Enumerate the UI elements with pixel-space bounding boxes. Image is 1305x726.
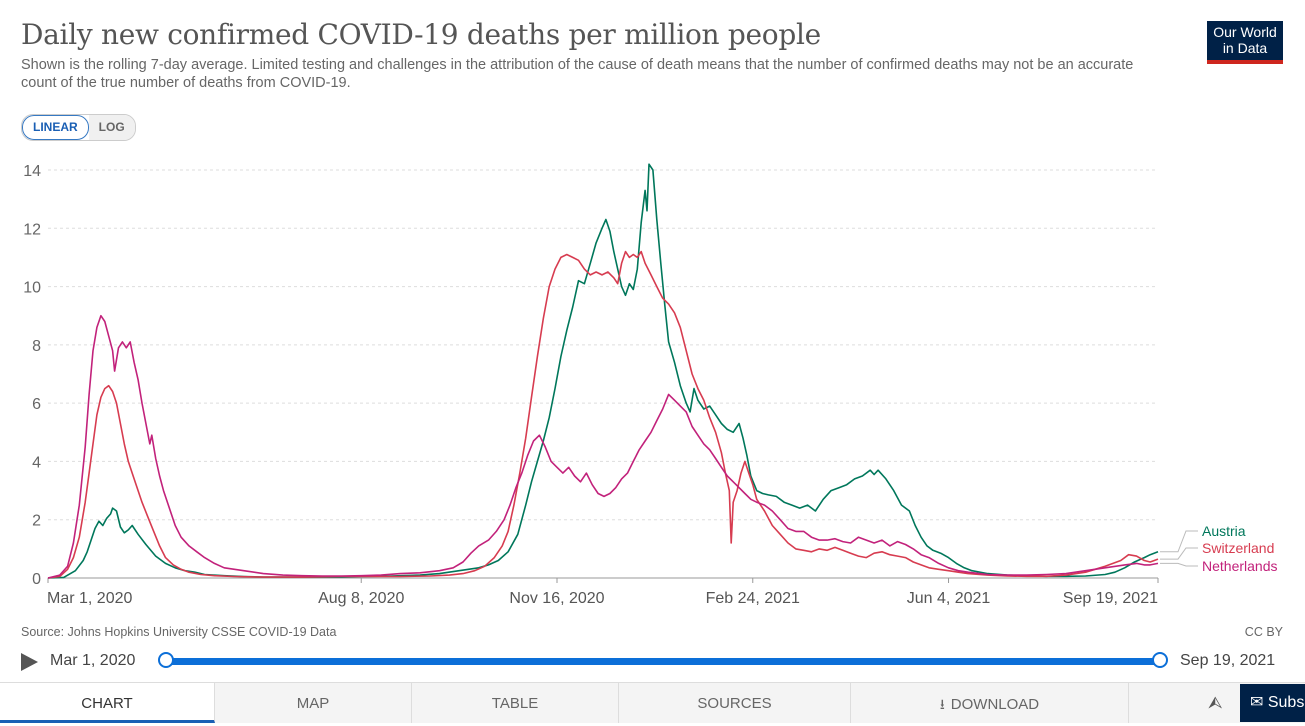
series-line-austria[interactable] bbox=[47, 163, 1159, 579]
y-tick-label: 14 bbox=[23, 163, 41, 180]
tab-download-label: DOWNLOAD bbox=[950, 696, 1040, 713]
timeline-track[interactable] bbox=[166, 658, 1160, 665]
x-tick-label: Mar 1, 2020 bbox=[47, 590, 132, 607]
legend-connector bbox=[1160, 562, 1198, 567]
timeline-start-handle[interactable] bbox=[158, 652, 174, 668]
subscribe-label: Subscribe bbox=[1267, 694, 1305, 711]
timeline-end-handle[interactable] bbox=[1152, 652, 1168, 668]
series-line-switzerland[interactable] bbox=[47, 250, 1159, 579]
timeline-end-label: Sep 19, 2021 bbox=[1180, 652, 1276, 669]
logo-line-2: in Data bbox=[1222, 40, 1268, 56]
share-icon[interactable]: ⮙ bbox=[1208, 693, 1223, 712]
timeline-start-label: Mar 1, 2020 bbox=[50, 652, 136, 669]
logo-line-1: Our World bbox=[1213, 24, 1277, 40]
tab-table[interactable]: TABLE bbox=[412, 683, 619, 723]
linear-scale-button[interactable]: LINEAR bbox=[22, 115, 89, 140]
subscribe-button[interactable]: ✉ Subscribe bbox=[1240, 684, 1305, 722]
line-chart: 0 2 4 6 8 10 12 14 Mar 1, 2020 Aug 8, 2020 Nov 16,… bbox=[23, 163, 1278, 607]
timeline: Mar 1, 2020 Sep 19, 2021 bbox=[0, 648, 1305, 676]
y-tick-label: 10 bbox=[23, 280, 41, 297]
x-tick-label: Nov 16, 2020 bbox=[509, 590, 604, 607]
download-icon: ⭳ bbox=[939, 696, 945, 712]
subscribe-icon: ✉ bbox=[1250, 694, 1264, 711]
y-tick-label: 4 bbox=[32, 454, 41, 471]
y-tick-label: 8 bbox=[32, 338, 41, 355]
y-tick-label: 2 bbox=[32, 513, 41, 530]
series-line-netherlands[interactable] bbox=[47, 314, 1159, 579]
x-tick-label: Sep 19, 2021 bbox=[1063, 590, 1158, 607]
license-link[interactable]: CC BY bbox=[1244, 625, 1283, 639]
legend-label-austria[interactable]: Austria bbox=[1202, 523, 1246, 539]
x-tick-label: Jun 4, 2021 bbox=[907, 590, 991, 607]
play-icon[interactable] bbox=[21, 653, 38, 671]
tab-chart[interactable]: CHART bbox=[0, 683, 215, 723]
owid-logo[interactable]: Our World in Data bbox=[1207, 21, 1283, 64]
tab-download[interactable]: ⭳ DOWNLOAD bbox=[851, 683, 1129, 723]
legend-label-switzerland[interactable]: Switzerland bbox=[1202, 540, 1274, 556]
tab-map[interactable]: MAP bbox=[215, 683, 412, 723]
page-title: Daily new confirmed COVID-19 deaths per … bbox=[21, 18, 821, 51]
y-tick-label: 12 bbox=[23, 221, 41, 238]
legend-label-netherlands[interactable]: Netherlands bbox=[1202, 558, 1278, 574]
x-tick-label: Feb 24, 2021 bbox=[706, 590, 800, 607]
page-subtitle: Shown is the rolling 7-day average. Limi… bbox=[21, 57, 1134, 91]
scale-toggle: LINEAR LOG bbox=[21, 114, 136, 141]
tab-sources[interactable]: SOURCES bbox=[619, 683, 851, 723]
y-tick-label: 6 bbox=[32, 396, 41, 413]
legend-connector bbox=[1160, 547, 1198, 560]
x-tick-label: Aug 8, 2020 bbox=[318, 590, 404, 607]
log-scale-button[interactable]: LOG bbox=[88, 115, 135, 140]
source-note: Source: Johns Hopkins University CSSE CO… bbox=[21, 625, 337, 639]
tab-bar: CHART MAP TABLE SOURCES ⭳ DOWNLOAD bbox=[0, 682, 1305, 723]
y-tick-label: 0 bbox=[32, 571, 41, 588]
legend-connector bbox=[1160, 530, 1198, 553]
